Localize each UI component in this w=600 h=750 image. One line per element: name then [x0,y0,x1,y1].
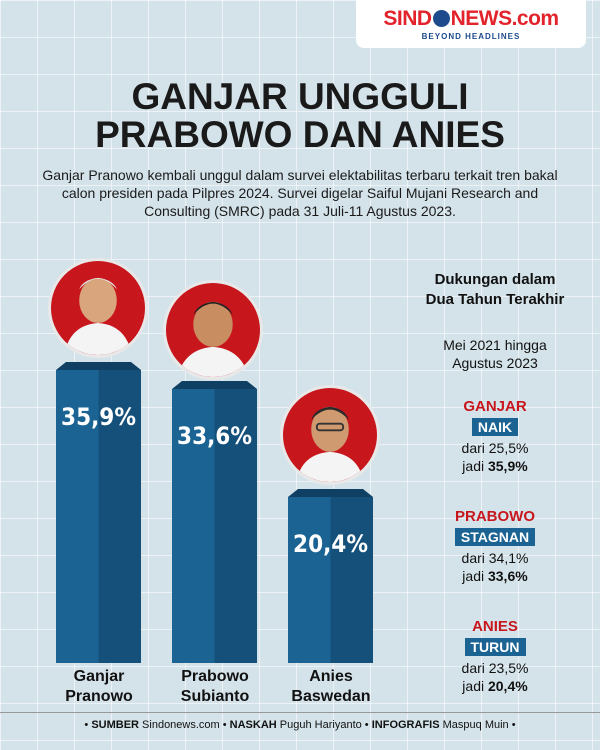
footer-credits: • SUMBER Sindonews.com • NASKAH Puguh Ha… [84,719,516,731]
logo-tagline: BEYOND HEADLINES [421,32,521,41]
trend-prabowo: PRABOWO STAGNAN dari 34,1% jadi 33,6% [420,508,570,585]
footer-writer-label: NASKAH [229,719,277,731]
logo-right: NEWS.com [450,7,560,30]
bar-shade [330,497,373,663]
trend-to-prefix: jadi [462,458,488,474]
trend-to-prefix: jadi [462,568,488,584]
trend-ganjar: GANJAR NAIK dari 25,5% jadi 35,9% [420,398,570,475]
footer-designer-label: INFOGRAFIS [371,719,440,731]
anies-photo [280,385,380,485]
trend-from: dari 34,1% [461,550,529,566]
bar-cap [172,381,257,389]
trend-badge: NAIK [471,418,519,436]
bar-group: 33,6% [172,381,257,663]
trend-to-value: 35,9% [487,458,528,474]
bar-group: 35,9% [56,362,141,663]
trend-name: ANIES [472,618,518,635]
footer-source: Sindonews.com [142,719,220,731]
footer-writer: Puguh Hariyanto [279,719,362,731]
logo-wordmark: SIND NEWS.com [383,7,560,31]
footer-designer: Maspuq Muin [442,719,509,731]
trend-to-value: 33,6% [487,568,528,584]
bar-shade [214,389,257,663]
bar-cap [288,489,373,497]
logo-o-icon [432,10,450,27]
bar-cap [56,362,141,370]
bar-value-label: 33,6% [177,422,252,450]
trend-to: jadi 20,4% [420,677,570,695]
ganjar-photo [48,258,148,358]
trend-to-prefix: jadi [462,678,488,694]
candidate-last-name: Pranowo [65,688,133,705]
bar-value-label: 35,9% [61,403,136,431]
trend-to-value: 20,4% [487,678,528,694]
candidate-first-name: Ganjar [73,668,125,685]
trend-name: PRABOWO [455,508,535,525]
title-line-1: GANJAR UNGGULI [131,76,469,117]
logo-left: SIND [383,7,432,30]
bar-value-label: 20,4% [293,530,368,558]
trend-from: dari 25,5% [461,440,529,456]
trend-badge: STAGNAN [454,528,536,546]
candidate-first-name: Prabowo [181,668,249,685]
trend-to: jadi 35,9% [420,457,570,475]
trend-anies: ANIES TURUN dari 23,5% jadi 20,4% [420,618,570,695]
side-heading: Dukungan dalam Dua Tahun Terakhir [425,271,565,308]
footer-source-label: SUMBER [91,719,139,731]
bar-shade [98,370,141,663]
footer-divider [0,712,600,713]
trend-badge: TURUN [464,638,526,656]
candidate-last-name: Subianto [180,688,250,705]
side-period: Mei 2021 hingga Agustus 2023 [443,337,547,371]
candidate-first-name: Anies [309,668,353,685]
trend-name: GANJAR [463,398,527,415]
candidate-name-prabowo: Prabowo Subianto [160,667,270,707]
bar-group: 20,4% [288,489,373,663]
title-line-2: PRABOWO DAN ANIES [95,114,505,155]
trend-to: jadi 33,6% [420,567,570,585]
page-subtitle: Ganjar Pranowo kembali unggul dalam surv… [42,167,558,219]
trend-from: dari 23,5% [461,660,529,676]
prabowo-photo [163,280,263,380]
page-title: GANJAR UNGGULI PRABOWO DAN ANIES [0,78,600,154]
candidate-last-name: Baswedan [291,688,371,705]
candidate-name-anies: Anies Baswedan [276,667,386,707]
brand-logo: SIND NEWS.com BEYOND HEADLINES [356,0,586,48]
candidate-name-ganjar: Ganjar Pranowo [44,667,154,707]
